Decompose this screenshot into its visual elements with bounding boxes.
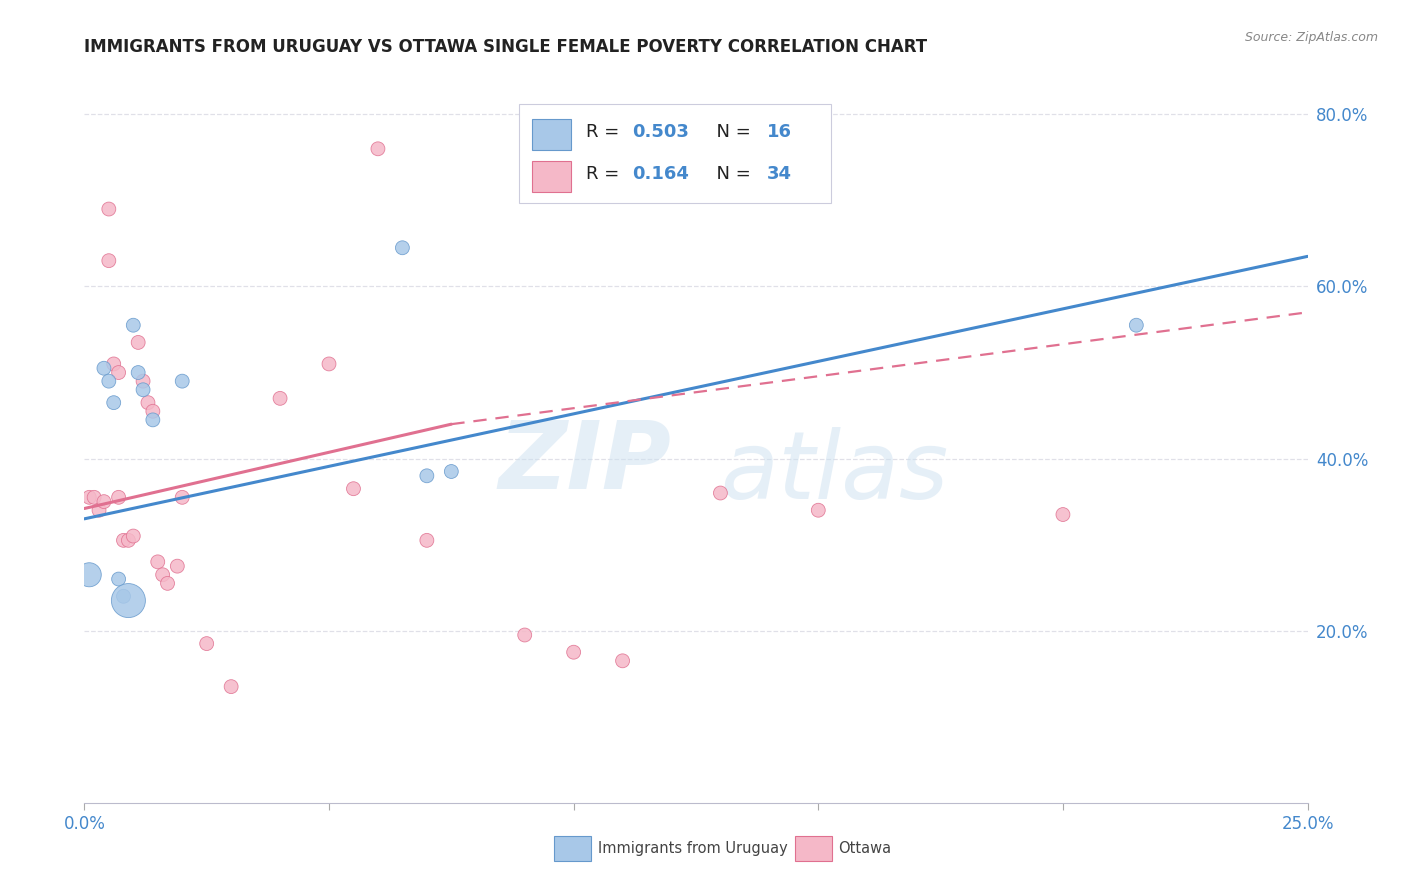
Text: N =: N = [704, 165, 756, 183]
FancyBboxPatch shape [794, 836, 832, 861]
Point [107, 491, 129, 505]
Text: atlas: atlas [720, 426, 949, 517]
Point [107, 366, 129, 380]
Point [318, 357, 340, 371]
Point [172, 491, 194, 505]
Point [93, 361, 115, 376]
Point [122, 318, 145, 333]
Point [107, 572, 129, 586]
Point [112, 533, 135, 548]
Point [136, 395, 159, 409]
Point [93, 494, 115, 508]
Point [195, 637, 218, 651]
Point [709, 486, 731, 500]
Text: R =: R = [586, 165, 624, 183]
Text: 0.503: 0.503 [633, 123, 689, 141]
Point [122, 529, 145, 543]
Point [440, 465, 463, 479]
Text: 0.164: 0.164 [633, 165, 689, 183]
Point [612, 654, 634, 668]
Point [77, 567, 100, 582]
Text: 16: 16 [766, 123, 792, 141]
Point [152, 567, 174, 582]
Point [1052, 508, 1074, 522]
Point [142, 404, 165, 418]
Point [367, 142, 389, 156]
Text: IMMIGRANTS FROM URUGUAY VS OTTAWA SINGLE FEMALE POVERTY CORRELATION CHART: IMMIGRANTS FROM URUGUAY VS OTTAWA SINGLE… [84, 38, 928, 56]
Point [112, 589, 135, 603]
Point [416, 468, 439, 483]
Text: Source: ZipAtlas.com: Source: ZipAtlas.com [1244, 31, 1378, 45]
Point [146, 555, 169, 569]
Point [87, 503, 110, 517]
Point [269, 392, 291, 406]
Point [83, 491, 105, 505]
Point [342, 482, 364, 496]
Point [219, 680, 242, 694]
Point [416, 533, 439, 548]
Text: Ottawa: Ottawa [838, 840, 891, 855]
Point [132, 383, 155, 397]
FancyBboxPatch shape [531, 161, 571, 192]
Point [132, 374, 155, 388]
Point [127, 366, 149, 380]
Point [166, 559, 188, 574]
Point [1125, 318, 1147, 333]
Text: N =: N = [704, 123, 756, 141]
Point [97, 374, 120, 388]
Point [97, 253, 120, 268]
Point [103, 357, 125, 371]
Text: 34: 34 [766, 165, 792, 183]
Point [117, 533, 139, 548]
Point [97, 202, 120, 216]
FancyBboxPatch shape [554, 836, 591, 861]
FancyBboxPatch shape [519, 104, 831, 203]
Point [77, 491, 100, 505]
Point [562, 645, 585, 659]
Text: Immigrants from Uruguay: Immigrants from Uruguay [598, 840, 787, 855]
Point [513, 628, 536, 642]
Text: ZIP: ZIP [499, 417, 672, 508]
Point [391, 241, 413, 255]
Point [807, 503, 830, 517]
Point [117, 593, 139, 607]
Point [142, 413, 165, 427]
Point [172, 374, 194, 388]
Point [103, 395, 125, 409]
Point [156, 576, 179, 591]
Point [127, 335, 149, 350]
FancyBboxPatch shape [531, 119, 571, 151]
Text: R =: R = [586, 123, 624, 141]
